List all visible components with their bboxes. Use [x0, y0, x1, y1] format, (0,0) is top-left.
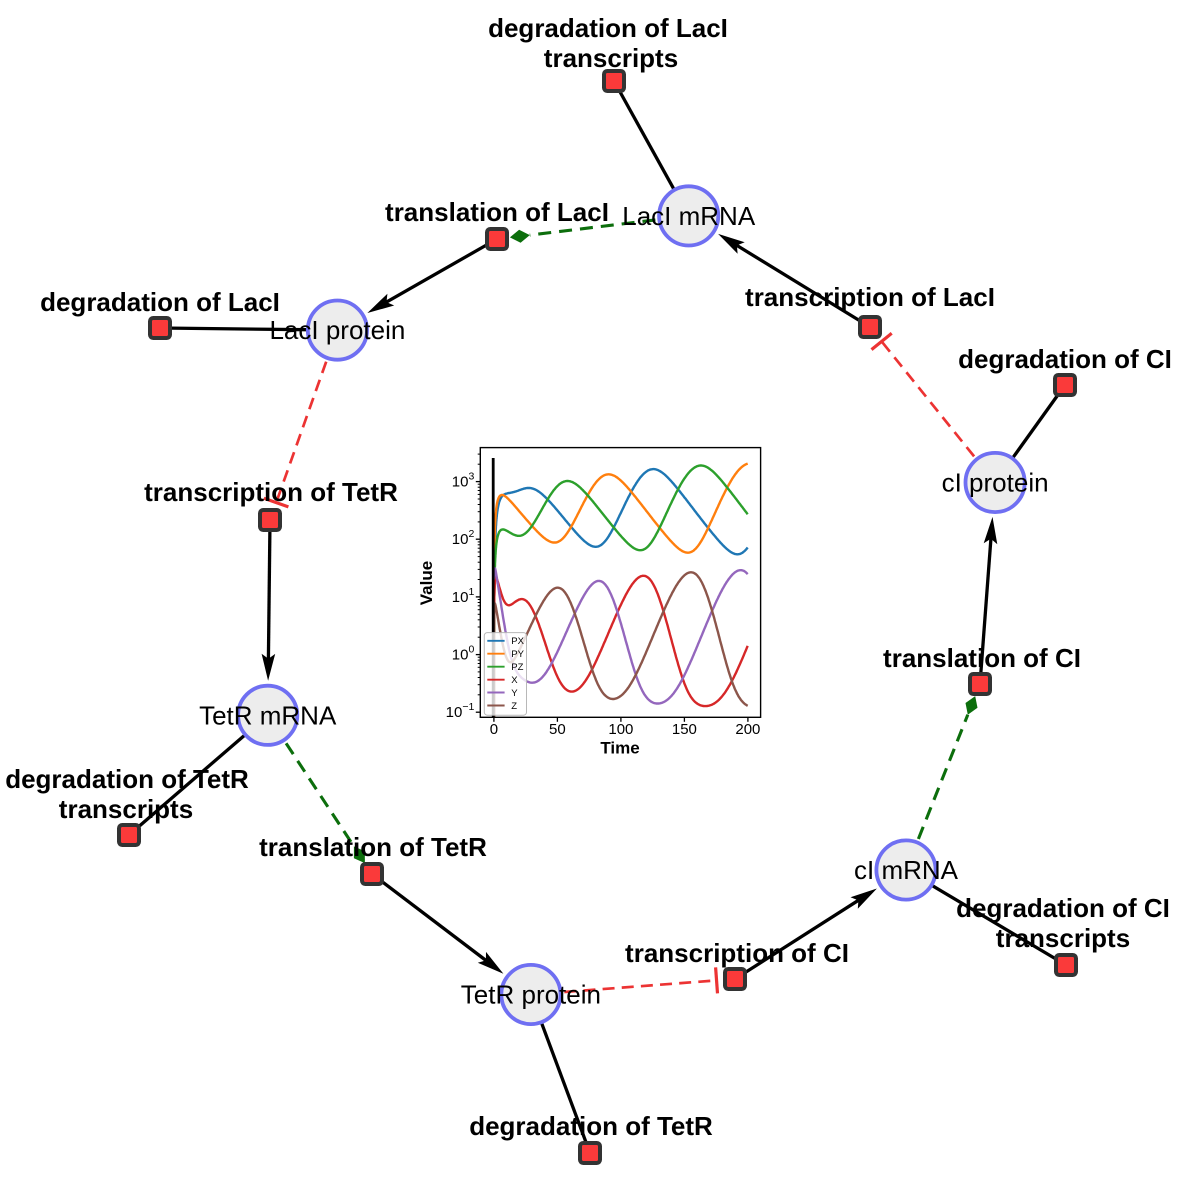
svg-text:PY: PY — [511, 649, 524, 660]
svg-text:Y: Y — [511, 688, 518, 699]
svg-text:LacI protein: LacI protein — [269, 315, 405, 345]
svg-text:translation of TetR: translation of TetR — [259, 832, 487, 862]
svg-text:degradation of TetR: degradation of TetR — [5, 764, 249, 794]
svg-text:100: 100 — [608, 721, 633, 738]
svg-text:degradation of LacI: degradation of LacI — [40, 287, 280, 317]
svg-text:transcription of CI: transcription of CI — [625, 938, 849, 968]
svg-text:PX: PX — [511, 636, 524, 647]
svg-text:transcripts: transcripts — [544, 43, 678, 73]
svg-text:TetR protein: TetR protein — [461, 980, 601, 1010]
svg-text:translation of CI: translation of CI — [883, 643, 1081, 673]
svg-text:200: 200 — [735, 721, 760, 738]
svg-text:transcripts: transcripts — [59, 794, 193, 824]
svg-text:degradation of CI: degradation of CI — [958, 344, 1172, 374]
svg-text:degradation of TetR: degradation of TetR — [469, 1111, 713, 1141]
svg-text:cI mRNA: cI mRNA — [854, 855, 959, 885]
svg-text:150: 150 — [672, 721, 697, 738]
svg-text:transcription of LacI: transcription of LacI — [745, 282, 995, 312]
svg-text:Time: Time — [600, 739, 639, 758]
svg-text:PZ: PZ — [511, 662, 523, 673]
svg-text:Z: Z — [511, 701, 517, 712]
svg-text:degradation of LacI: degradation of LacI — [488, 13, 728, 43]
svg-text:translation of LacI: translation of LacI — [385, 197, 609, 227]
svg-text:degradation of CI: degradation of CI — [956, 893, 1170, 923]
svg-text:Value: Value — [417, 561, 436, 605]
svg-text:LacI mRNA: LacI mRNA — [622, 201, 756, 231]
svg-text:transcription of TetR: transcription of TetR — [144, 477, 398, 507]
svg-text:transcripts: transcripts — [996, 923, 1130, 953]
svg-text:cI protein: cI protein — [942, 468, 1049, 498]
svg-text:X: X — [511, 675, 518, 686]
svg-text:0: 0 — [490, 721, 498, 738]
svg-text:50: 50 — [549, 721, 566, 738]
svg-text:TetR mRNA: TetR mRNA — [199, 700, 337, 730]
